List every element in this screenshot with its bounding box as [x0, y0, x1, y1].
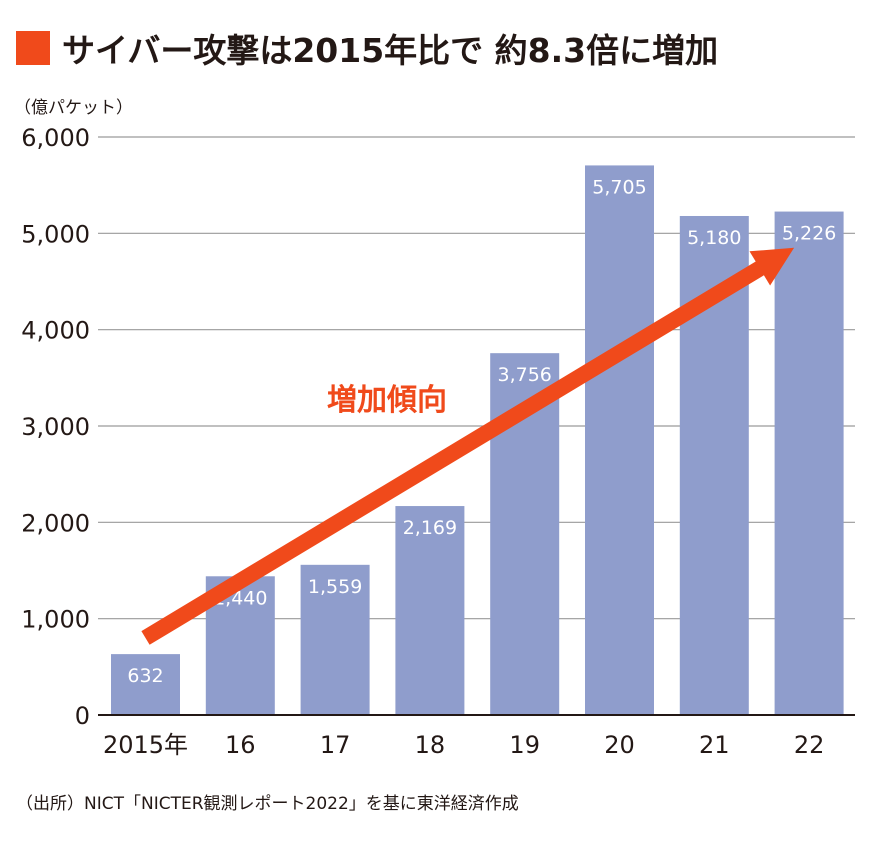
trend-annotation-label: 増加傾向: [327, 383, 447, 418]
bar-22: [774, 211, 844, 715]
y-tick-label: 1,000: [21, 606, 90, 634]
x-tick-label: 2015年: [103, 731, 188, 759]
y-axis-unit-label: （億パケット）: [14, 98, 133, 118]
x-tick-label: 19: [509, 731, 540, 759]
x-tick-label: 16: [225, 731, 256, 759]
y-tick-label: 6,000: [21, 124, 90, 152]
y-tick-label: 5,000: [21, 220, 90, 248]
bar-value-label: 5,180: [687, 227, 741, 249]
bar-2015年: [111, 654, 180, 715]
trend-arrow: 増加傾向: [141, 247, 795, 645]
y-tick-label: 0: [75, 702, 90, 730]
y-tick-label: 4,000: [21, 317, 90, 345]
bar-value-label: 632: [127, 665, 163, 687]
bar-value-label: 1,559: [308, 576, 362, 598]
title-square-icon: [16, 31, 50, 65]
axes: 0 1,000 2,000 3,000 4,000 5,000 6,000 2015年 16 17…: [21, 124, 855, 759]
bar-value-label: 2,169: [403, 517, 457, 539]
bar-value-label: 5,226: [782, 223, 836, 245]
bar-17: [300, 564, 370, 715]
x-tick-label: 21: [699, 731, 730, 759]
x-tick-label: 17: [320, 731, 351, 759]
x-tick-label: 22: [794, 731, 825, 759]
x-tick-label: 20: [604, 731, 635, 759]
bar-18: [395, 506, 465, 715]
source-note: （出所）NICT「NICTER観測レポート2022」を基に東洋経済作成: [16, 794, 519, 814]
chart-title-text: サイバー攻撃は2015年比で 約8.3倍に増加: [62, 31, 719, 70]
y-tick-label: 3,000: [21, 413, 90, 441]
bar-value-label: 5,705: [592, 176, 646, 198]
bar-value-label: 3,756: [497, 364, 551, 386]
chart-title: サイバー攻撃は2015年比で 約8.3倍に増加: [16, 26, 718, 70]
bar-20: [585, 165, 654, 715]
x-tick-label: 18: [415, 731, 446, 759]
trend-arrow-shape: [141, 247, 795, 645]
y-tick-label: 2,000: [21, 509, 90, 537]
